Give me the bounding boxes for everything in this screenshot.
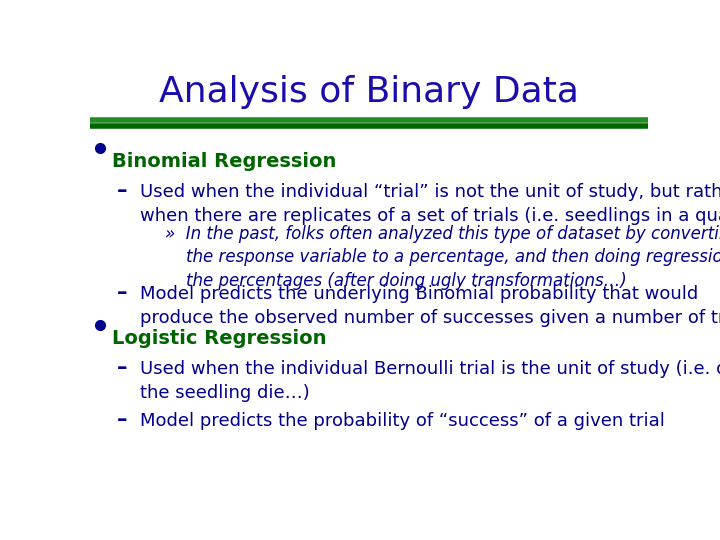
Text: –: –: [117, 410, 127, 430]
Text: Model predicts the underlying Binomial probability that would
produce the observ: Model predicts the underlying Binomial p…: [140, 285, 720, 327]
Text: –: –: [117, 283, 127, 303]
Text: Binomial Regression: Binomial Regression: [112, 152, 337, 171]
Text: Used when the individual Bernoulli trial is the unit of study (i.e. did
the seed: Used when the individual Bernoulli trial…: [140, 360, 720, 402]
Text: –: –: [117, 358, 127, 378]
Text: Used when the individual “trial” is not the unit of study, but rather
when there: Used when the individual “trial” is not …: [140, 183, 720, 225]
Text: Model predicts the probability of “success” of a given trial: Model predicts the probability of “succe…: [140, 412, 665, 430]
Text: Analysis of Binary Data: Analysis of Binary Data: [159, 75, 579, 109]
Text: Logistic Regression: Logistic Regression: [112, 329, 327, 348]
Text: –: –: [117, 181, 127, 201]
Text: »  In the past, folks often analyzed this type of dataset by converting
    the : » In the past, folks often analyzed this…: [166, 225, 720, 290]
